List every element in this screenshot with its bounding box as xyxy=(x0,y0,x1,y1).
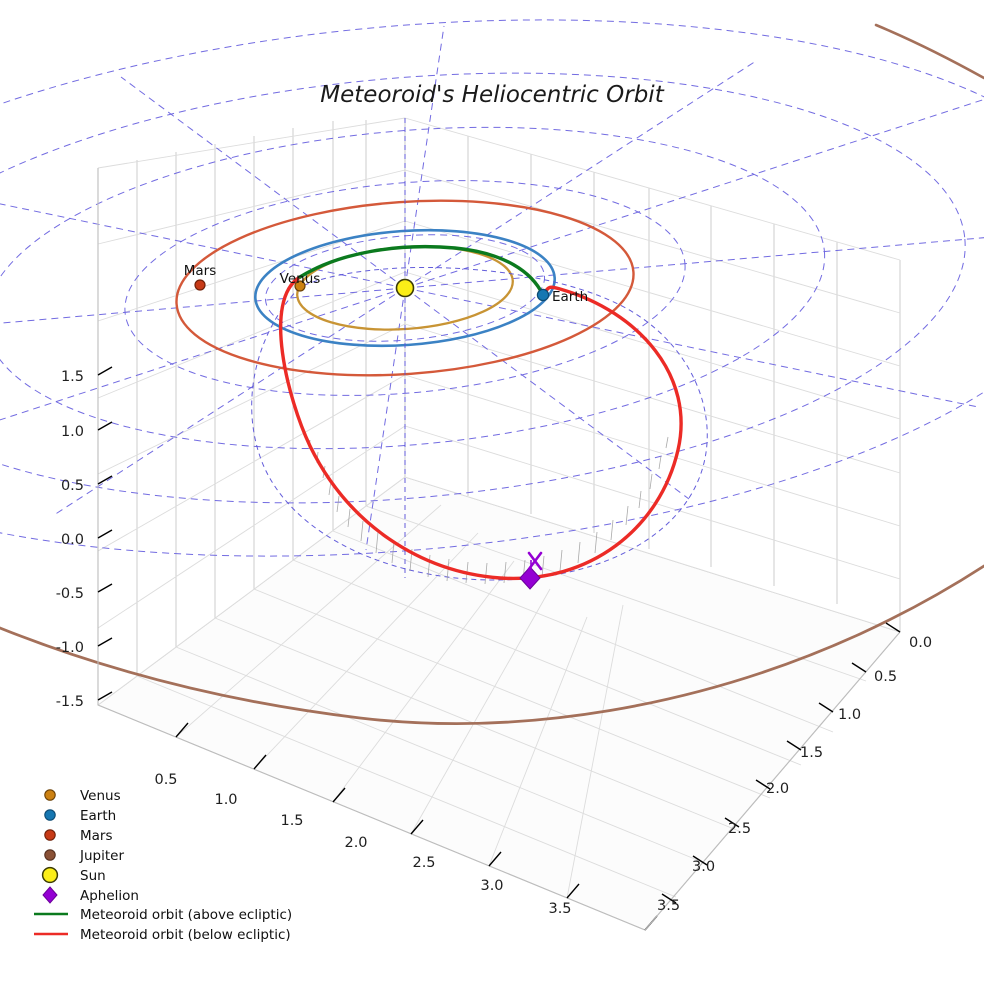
earth-orbit xyxy=(254,228,556,348)
x-tick-label: 0.5 xyxy=(154,772,177,788)
mars-orbit xyxy=(175,199,635,377)
z-tick-label: -1.5 xyxy=(56,694,84,710)
z-tick-label: 1.5 xyxy=(61,369,84,385)
y-tick-label: 0.5 xyxy=(874,669,897,685)
page-title: Meteoroid's Heliocentric Orbit xyxy=(320,82,664,108)
legend-label: Venus xyxy=(80,788,121,804)
legend-item-venus[interactable]: Venus xyxy=(44,788,121,804)
y-tick-label: 0.0 xyxy=(909,635,932,651)
x-tick-label: 3.0 xyxy=(480,878,503,894)
legend-item-earth[interactable]: Earth xyxy=(44,808,116,824)
legend-label: Meteoroid orbit (below ecliptic) xyxy=(80,927,291,943)
legend-label: Meteoroid orbit (above ecliptic) xyxy=(80,907,292,923)
body-annotations: Mars Venus Earth xyxy=(184,263,588,305)
body-markers xyxy=(194,278,550,590)
polar-grid xyxy=(0,19,984,557)
jupiter-orbit-bottom xyxy=(0,564,984,725)
meteoroid-orbit xyxy=(279,244,683,581)
legend-label: Sun xyxy=(80,868,106,884)
x-tick-label: 2.0 xyxy=(344,835,367,851)
y-tick-label: 3.0 xyxy=(692,859,715,875)
jupiter-legend-icon xyxy=(44,849,56,861)
label-earth: Earth xyxy=(552,289,588,305)
legend-item-mars[interactable]: Mars xyxy=(44,828,113,844)
legend-label: Mars xyxy=(80,828,113,844)
ecliptic-projection xyxy=(251,118,708,581)
legend-item-meteoroid-below[interactable]: Meteoroid orbit (below ecliptic) xyxy=(34,927,291,943)
sun-marker xyxy=(395,278,415,298)
legend-item-sun[interactable]: Sun xyxy=(41,866,106,884)
meteoroid-orbit-above xyxy=(298,244,545,297)
venus-marker xyxy=(294,280,306,292)
aphelion-legend-icon xyxy=(42,886,58,904)
legend: Venus Earth Mars Jupiter Sun xyxy=(34,788,292,943)
y-tick-label: 3.5 xyxy=(657,898,680,914)
earth-legend-icon xyxy=(44,809,56,821)
legend-label: Aphelion xyxy=(80,888,139,904)
z-tick-label: -0.5 xyxy=(56,586,84,602)
x-tick-label: 2.5 xyxy=(412,855,435,871)
label-mars: Mars xyxy=(184,263,217,279)
y-tick-label: 2.5 xyxy=(728,821,751,837)
legend-label: Earth xyxy=(80,808,116,824)
z-tick-label: -1.0 xyxy=(56,640,84,656)
y-tick-label: 2.0 xyxy=(766,781,789,797)
legend-item-aphelion[interactable]: Aphelion xyxy=(42,886,139,904)
label-venus: Venus xyxy=(280,271,321,287)
x-tick-label: 1.5 xyxy=(280,813,303,829)
legend-item-meteoroid-above[interactable]: Meteoroid orbit (above ecliptic) xyxy=(34,907,292,923)
axis-decorations: 1.5 1.0 0.5 0.0 -0.5 -1.0 -1.5 0.5 1.0 xyxy=(56,168,932,931)
y-tick-label: 1.5 xyxy=(800,745,823,761)
legend-item-jupiter[interactable]: Jupiter xyxy=(44,848,125,864)
z-tick-label: 0.5 xyxy=(61,478,84,494)
axes-panes xyxy=(96,117,901,931)
venus-legend-icon xyxy=(44,789,56,801)
aphelion-marker xyxy=(519,551,543,590)
back-right-wall xyxy=(404,117,901,633)
y-tick-label: 1.0 xyxy=(838,707,861,723)
sun-legend-icon xyxy=(41,866,59,884)
jupiter-orbit-top xyxy=(874,23,984,80)
meteoroid-orbit-below xyxy=(279,275,683,581)
x-tick-label: 3.5 xyxy=(548,901,571,917)
y-axis: 0.0 0.5 1.0 1.5 2.0 2.5 3.0 3.5 xyxy=(644,622,932,931)
planet-orbits xyxy=(0,23,984,725)
x-tick-label: 1.0 xyxy=(214,792,237,808)
legend-label: Jupiter xyxy=(79,848,124,864)
z-tick-label: 1.0 xyxy=(61,424,84,440)
mars-legend-icon xyxy=(44,829,56,841)
mars-marker xyxy=(194,279,206,291)
z-tick-label: 0.0 xyxy=(61,532,84,548)
z-axis: 1.5 1.0 0.5 0.0 -0.5 -1.0 -1.5 xyxy=(56,168,113,710)
earth-marker xyxy=(536,288,550,302)
x-axis: 0.5 1.0 1.5 2.0 2.5 3.0 3.5 xyxy=(97,704,658,931)
